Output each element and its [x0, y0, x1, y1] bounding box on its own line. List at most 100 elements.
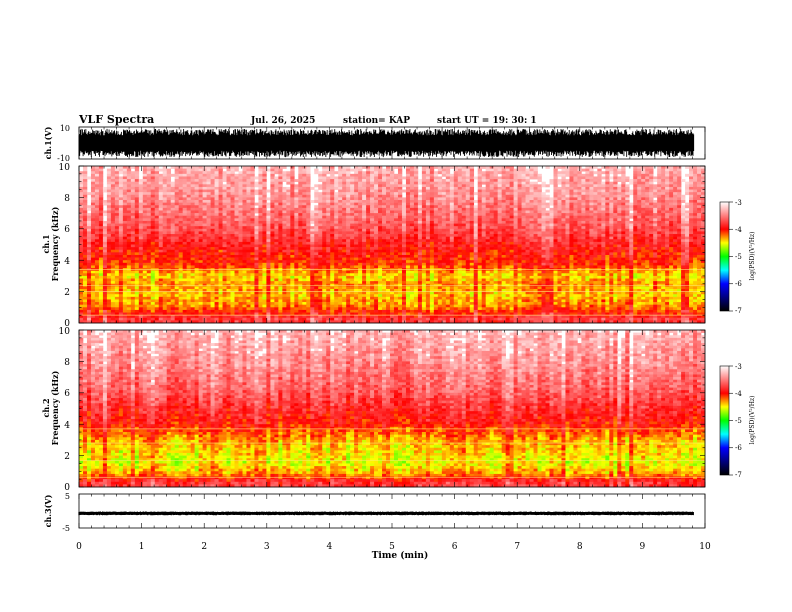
- spectrogram-cell: [194, 202, 199, 206]
- spectrogram-cell: [417, 226, 423, 230]
- ch1-ytick-bottom: -10: [57, 154, 70, 163]
- spectrogram-cell: [202, 210, 207, 214]
- spectrogram-cell: [505, 171, 510, 175]
- spectrogram-cell: [362, 197, 367, 201]
- spectrogram-cell: [601, 184, 606, 188]
- spectrogram-cell: [146, 171, 152, 175]
- spectrogram-cell: [509, 220, 514, 224]
- spectrogram-cell: [569, 200, 574, 203]
- spectrogram-cell: [314, 171, 319, 175]
- spectrogram-cell: [222, 231, 227, 235]
- spectrogram-cell: [118, 252, 124, 256]
- spectrogram-cell: [162, 205, 168, 209]
- spectrogram-cell: [505, 179, 510, 182]
- spectrogram-cell: [258, 202, 263, 206]
- spectrogram-cell: [390, 200, 395, 203]
- spectrogram-cell: [637, 207, 642, 211]
- spectrogram-cell: [557, 171, 562, 175]
- spectrogram-cell: [370, 218, 375, 222]
- spectrogram-cell: [661, 213, 666, 217]
- spectrogram-cell: [178, 249, 183, 253]
- spectrogram-cell: [142, 239, 148, 243]
- spectrogram-cell: [469, 202, 475, 206]
- spectrogram-cell: [270, 239, 275, 243]
- spectrogram-cell: [82, 215, 88, 219]
- spectrogram-cell: [170, 194, 175, 198]
- spectrogram-cell: [613, 220, 618, 224]
- spectrogram-cell: [358, 215, 363, 219]
- spectrogram-cell: [573, 181, 578, 185]
- spectrogram-cell: [573, 207, 578, 211]
- spectrogram-cell: [114, 252, 120, 256]
- spectrogram-cell: [681, 231, 686, 235]
- spectrogram-cell: [266, 218, 271, 222]
- spectrogram-cell: [138, 223, 144, 227]
- spectrogram-cell: [354, 207, 359, 211]
- spectrogram-cell: [382, 249, 387, 253]
- spectrogram-cell: [238, 220, 243, 224]
- spectrogram-cell: [685, 213, 690, 217]
- spectrogram-cell: [238, 231, 243, 235]
- spectrogram-cell: [573, 239, 578, 243]
- spectrogram-cell: [98, 249, 104, 253]
- spectrogram-cell: [90, 173, 96, 177]
- spectrogram-cell: [621, 168, 626, 172]
- spectrogram-cell: [409, 239, 415, 243]
- spectrogram-cell: [206, 197, 211, 201]
- spectrogram-cell: [549, 220, 554, 224]
- spectrogram-cell: [461, 249, 467, 253]
- spectrogram-cell: [601, 247, 606, 251]
- spectrogram-cell: [485, 181, 490, 185]
- spectrogram-cell: [126, 205, 132, 209]
- spectrogram-cell: [326, 213, 331, 217]
- spectrogram-cell: [561, 171, 566, 175]
- spectrogram-cell: [509, 176, 514, 180]
- spectrogram-cell: [509, 244, 514, 248]
- spectrogram-cell: [637, 234, 642, 237]
- spectrogram-cell: [553, 247, 558, 251]
- spectrogram-cell: [501, 189, 506, 193]
- spectrogram-cell: [429, 179, 435, 182]
- spectrogram-cell: [366, 171, 371, 175]
- spectrogram-cell: [401, 213, 407, 217]
- spectrogram-cell: [186, 192, 191, 196]
- spectrogram-cell: [477, 173, 483, 177]
- spectrogram-cell: [198, 186, 203, 190]
- spectrogram-cell: [445, 236, 451, 240]
- spectrogram-cell: [194, 181, 199, 185]
- spectrogram-cell: [178, 215, 183, 219]
- spectrogram-cell: [250, 223, 255, 227]
- spectrogram-cell: [202, 168, 207, 172]
- spectrogram-cell: [413, 210, 419, 214]
- spectrogram-cell: [429, 186, 435, 190]
- spectrogram-cell: [637, 239, 642, 243]
- spectrogram-cell: [326, 239, 331, 243]
- spectrogram-cell: [238, 184, 243, 188]
- spectrogram-cell: [322, 179, 327, 182]
- spectrogram-cell: [198, 228, 203, 232]
- spectrogram-cell: [573, 205, 578, 209]
- spectrogram-cell: [405, 202, 411, 206]
- spectrogram-cell: [190, 171, 195, 175]
- spectrogram-cell: [453, 194, 459, 198]
- spectrogram-cell: [238, 171, 243, 175]
- spectrogram-cell: [322, 247, 327, 251]
- spectrogram-cell: [362, 192, 367, 196]
- spectrogram-cell: [354, 194, 359, 198]
- spectrogram-cell: [593, 244, 598, 248]
- spectrogram-cell: [206, 236, 211, 240]
- spectrogram-cell: [294, 200, 299, 203]
- spectrogram-cell: [541, 239, 546, 243]
- spectrogram-cell: [633, 239, 638, 243]
- spectrogram-cell: [326, 223, 331, 227]
- spectrogram-cell: [122, 168, 128, 172]
- spectrogram-cell: [505, 192, 510, 196]
- spectrogram-cell: [194, 228, 199, 232]
- spectrogram-cell: [110, 228, 116, 232]
- spectrogram-cell: [469, 207, 475, 211]
- spectrogram-cell: [393, 231, 399, 235]
- spectrogram-cell: [254, 252, 259, 256]
- spectrogram-cell: [553, 186, 558, 190]
- spectrogram-cell: [493, 220, 498, 224]
- spectrogram-cell: [382, 236, 387, 240]
